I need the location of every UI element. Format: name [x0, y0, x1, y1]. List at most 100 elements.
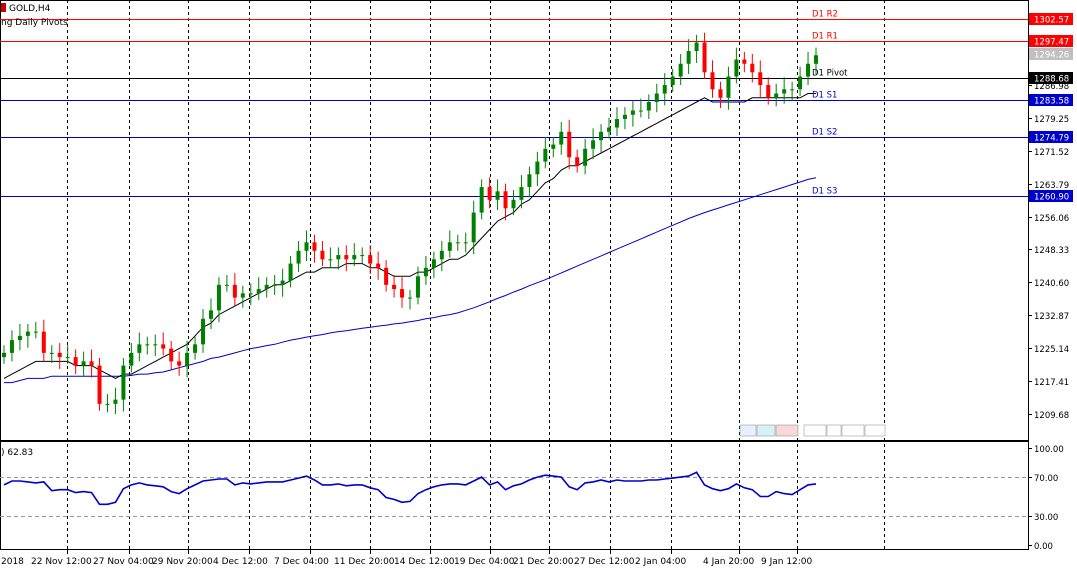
candle-body — [766, 85, 771, 98]
price-box — [1029, 94, 1073, 106]
candle-body — [272, 284, 277, 286]
candle-body — [368, 255, 373, 264]
candle-body — [638, 110, 643, 112]
candle-body — [463, 242, 468, 244]
candle-body — [622, 114, 627, 120]
fast-moving-average-line — [3, 93, 816, 379]
candle-body — [201, 318, 206, 345]
time-tick-label: 9 Jan 12:00 — [761, 557, 813, 567]
candle-body — [750, 63, 755, 73]
candle-body — [49, 352, 54, 354]
candle-body — [344, 255, 349, 260]
candle-body — [607, 127, 612, 132]
candle-body — [57, 352, 62, 358]
candle-body — [774, 93, 779, 98]
candle-body — [177, 361, 182, 366]
candle-body — [224, 284, 229, 286]
candle-body — [121, 365, 126, 400]
candle-body — [758, 72, 763, 86]
candle-body — [288, 263, 293, 281]
price-box — [1029, 131, 1073, 143]
candle-body — [408, 297, 412, 299]
rsi-indicator — [0, 471, 1028, 517]
rsi-tick-label: 0.00 — [1034, 542, 1053, 552]
candle-body — [208, 310, 213, 319]
price-tick-label: 1225.14 — [1034, 345, 1069, 355]
indicator-title: ng Daily Pivots — [1, 18, 68, 28]
candle-body — [81, 361, 86, 366]
candle-body — [384, 267, 389, 285]
rsi-tick-label: 100.00 — [1034, 445, 1064, 455]
candle-body — [240, 293, 245, 298]
rsi-plot-frame — [0, 441, 1029, 550]
price-tick-label: 1209.68 — [1034, 411, 1069, 421]
candle-body — [519, 187, 524, 200]
candle-body — [710, 72, 715, 90]
time-tick-label: 21 Dec 20:00 — [513, 557, 574, 567]
candle-body — [806, 63, 811, 77]
time-tick-label: 7 Dec 04:00 — [274, 557, 329, 567]
price-box — [1029, 48, 1073, 60]
candle-body — [304, 242, 309, 251]
pivot-label: D1 Pivot — [812, 69, 848, 79]
candle-body — [280, 280, 285, 285]
candle-body — [694, 42, 699, 52]
price-box — [1029, 35, 1073, 47]
main-plot-frame — [0, 0, 1029, 441]
price-box-label: 1294.26 — [1034, 51, 1069, 61]
candle-body — [646, 102, 651, 111]
candle-body — [256, 289, 261, 294]
candle-body — [527, 174, 532, 188]
time-tick-label: 11 Dec 20:00 — [334, 557, 395, 567]
time-tick-label: 19 Dec 04:00 — [454, 557, 515, 567]
candle-body — [232, 284, 237, 298]
candle-body — [2, 352, 6, 358]
candle-body — [415, 276, 420, 298]
candle-body — [630, 110, 635, 115]
candle-body — [352, 255, 357, 260]
moving-averages — [3, 93, 817, 384]
candle-body — [145, 344, 150, 346]
candle-body — [193, 344, 198, 353]
candle-body — [264, 284, 269, 290]
price-box — [1029, 72, 1073, 84]
candle-body — [137, 344, 142, 353]
candle-body — [726, 76, 731, 98]
price-tick-label: 1217.41 — [1034, 378, 1069, 388]
symbol-icon — [1, 3, 6, 12]
candle-body — [97, 365, 102, 404]
candle-body — [543, 148, 548, 162]
candle-body — [447, 242, 452, 251]
candle-body — [89, 361, 94, 366]
time-tick-label: 2018 — [1, 557, 24, 567]
candle-body — [670, 76, 675, 86]
pivot-label: D1 S3 — [812, 187, 837, 197]
price-box-label: 1302.57 — [1034, 16, 1069, 26]
candle-body — [567, 131, 572, 158]
candle-body — [320, 250, 325, 260]
candle-body — [9, 340, 14, 353]
time-tick-label: 27 Dec 12:00 — [574, 557, 635, 567]
candle-body — [423, 267, 428, 277]
candle-body — [25, 331, 30, 336]
candle-body — [248, 293, 253, 295]
price-box — [1029, 190, 1073, 202]
pivot-lines — [0, 19, 1028, 197]
candle-body — [662, 85, 667, 94]
rsi-tick-label: 70.00 — [1034, 474, 1058, 484]
candle-body — [471, 212, 476, 243]
candle-body — [798, 76, 803, 90]
candle-body — [392, 284, 397, 290]
time-tick-label: 29 Nov 20:00 — [152, 557, 213, 567]
candle-body — [431, 259, 436, 268]
candle-body — [439, 250, 444, 260]
candle-body — [129, 352, 134, 366]
time-tick-label: 2 Jan 04:00 — [635, 557, 687, 567]
price-boxes: 1302.57 1297.47 1294.26 1288.68 1283.58 1274.… — [1029, 13, 1073, 203]
rsi-tick-label: 30.00 — [1034, 513, 1058, 523]
candle-body — [312, 242, 317, 251]
price-box-label: 1283.58 — [1034, 97, 1069, 107]
price-box — [1029, 13, 1073, 25]
